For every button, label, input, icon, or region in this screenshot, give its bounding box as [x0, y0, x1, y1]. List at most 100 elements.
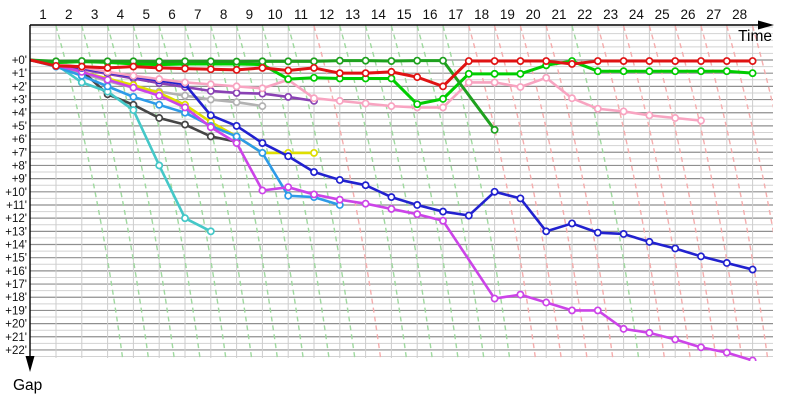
series-point-magenta: [206, 123, 215, 132]
series-point-pink: [568, 94, 576, 103]
series-point-navy-blue: [206, 111, 215, 120]
series-point-dark-green: [103, 57, 112, 66]
series-point-navy-blue: [439, 207, 447, 216]
x-tick-label: 15: [397, 7, 412, 22]
x-tick-label: 20: [526, 7, 541, 22]
series-point-navy-blue: [697, 252, 705, 261]
series-point-magenta: [413, 210, 422, 219]
series-point-navy-blue: [748, 265, 757, 274]
series-point-pink: [387, 102, 396, 111]
series-point-dark-gray: [206, 132, 215, 141]
series-point-magenta: [748, 356, 757, 361]
series-point-magenta: [361, 199, 370, 208]
series-point-red: [181, 64, 189, 73]
series-point-red: [361, 69, 370, 78]
x-tick-label: 26: [680, 7, 695, 22]
series-point-green: [464, 69, 473, 78]
pace-line-red: [468, 25, 537, 361]
x-tick-label: 5: [142, 7, 150, 22]
series-point-navy-blue: [464, 211, 473, 220]
series-point-magenta: [593, 306, 602, 315]
series-point-green: [387, 74, 396, 83]
series-point-pink: [181, 78, 189, 87]
series-point-pink: [232, 82, 241, 91]
gap-axis-arrow-icon: [25, 356, 35, 372]
series-point-magenta: [697, 343, 705, 352]
y-axis-title: Gap: [13, 377, 42, 394]
y-tick-label: +15': [5, 253, 27, 265]
series-point-cyan: [129, 106, 138, 115]
series-point-magenta: [258, 186, 267, 195]
y-tick-label: +20': [5, 319, 27, 331]
y-tick-label: +22': [5, 345, 27, 357]
pace-line-red: [313, 25, 382, 361]
series-point-pink: [464, 78, 473, 87]
series-point-cyan: [181, 214, 189, 223]
x-tick-label: 25: [655, 7, 670, 22]
x-tick-label: 21: [551, 7, 566, 22]
y-tick-label: +9': [12, 174, 27, 186]
y-tick-label: +6': [12, 134, 27, 146]
x-tick-label: 14: [371, 7, 387, 22]
y-tick-label: +1': [12, 68, 27, 80]
series-point-dark-green: [284, 57, 293, 66]
series-point-yellow: [310, 148, 318, 157]
pace-line-green: [106, 25, 176, 361]
pace-line-green: [364, 25, 434, 361]
series-point-green: [671, 67, 680, 76]
series-point-green: [284, 75, 293, 84]
series-point-navy-blue: [542, 227, 551, 236]
series-point-navy-blue: [722, 259, 731, 267]
y-tick-label: +17': [5, 279, 27, 291]
series-point-red: [593, 57, 602, 66]
series-point-green: [697, 67, 705, 76]
series-point-navy-blue: [671, 244, 680, 253]
series-point-green: [645, 67, 654, 76]
y-tick-label: +5': [12, 121, 27, 133]
series-point-navy-blue: [335, 175, 344, 184]
x-tick-label: 9: [246, 7, 254, 22]
series-point-light-blue: [103, 82, 112, 91]
pace-line-red: [751, 25, 773, 109]
series-point-pink: [645, 111, 654, 120]
series-point-green: [310, 73, 318, 82]
series-point-magenta: [568, 306, 576, 315]
pace-line-red: [545, 25, 614, 361]
series-point-purple: [232, 88, 241, 97]
series-point-dark-green: [310, 57, 318, 66]
pace-line-green: [339, 25, 408, 361]
series-point-red: [310, 63, 318, 72]
pace-line-red: [648, 25, 718, 361]
x-tick-label: 11: [294, 7, 308, 22]
series-point-red: [619, 57, 628, 66]
series-point-red: [464, 57, 473, 66]
pace-line-red: [519, 25, 589, 361]
y-tick-label: +3': [12, 95, 27, 107]
series-point-green: [413, 100, 422, 109]
series-point-magenta: [335, 195, 344, 204]
series-point-magenta: [516, 290, 525, 299]
series-point-green: [439, 94, 447, 103]
x-tick-label: 10: [268, 7, 283, 22]
x-tick-label: 23: [603, 7, 618, 22]
pace-line-red: [493, 25, 563, 361]
x-tick-label: 2: [65, 7, 73, 22]
series-point-purple: [206, 87, 215, 95]
series-point-dark-green: [181, 57, 189, 66]
series-point-light-blue: [284, 191, 293, 200]
y-tick-label: +18': [5, 292, 27, 304]
y-tick-label: +11': [6, 200, 27, 212]
series-point-dark-green: [258, 57, 267, 66]
series-point-red: [697, 57, 705, 66]
series-point-navy-blue: [593, 228, 602, 237]
y-tick-label: +13': [5, 226, 27, 238]
series-point-red: [335, 69, 344, 78]
series-point-red: [413, 73, 422, 82]
series-point-red: [258, 63, 267, 72]
series-point-light-blue: [232, 132, 241, 141]
x-tick-label: 24: [629, 7, 645, 22]
series-point-magenta: [722, 348, 731, 357]
x-tick-label: 27: [706, 7, 721, 22]
series-point-navy-blue: [258, 139, 267, 147]
series-point-red: [490, 57, 499, 66]
